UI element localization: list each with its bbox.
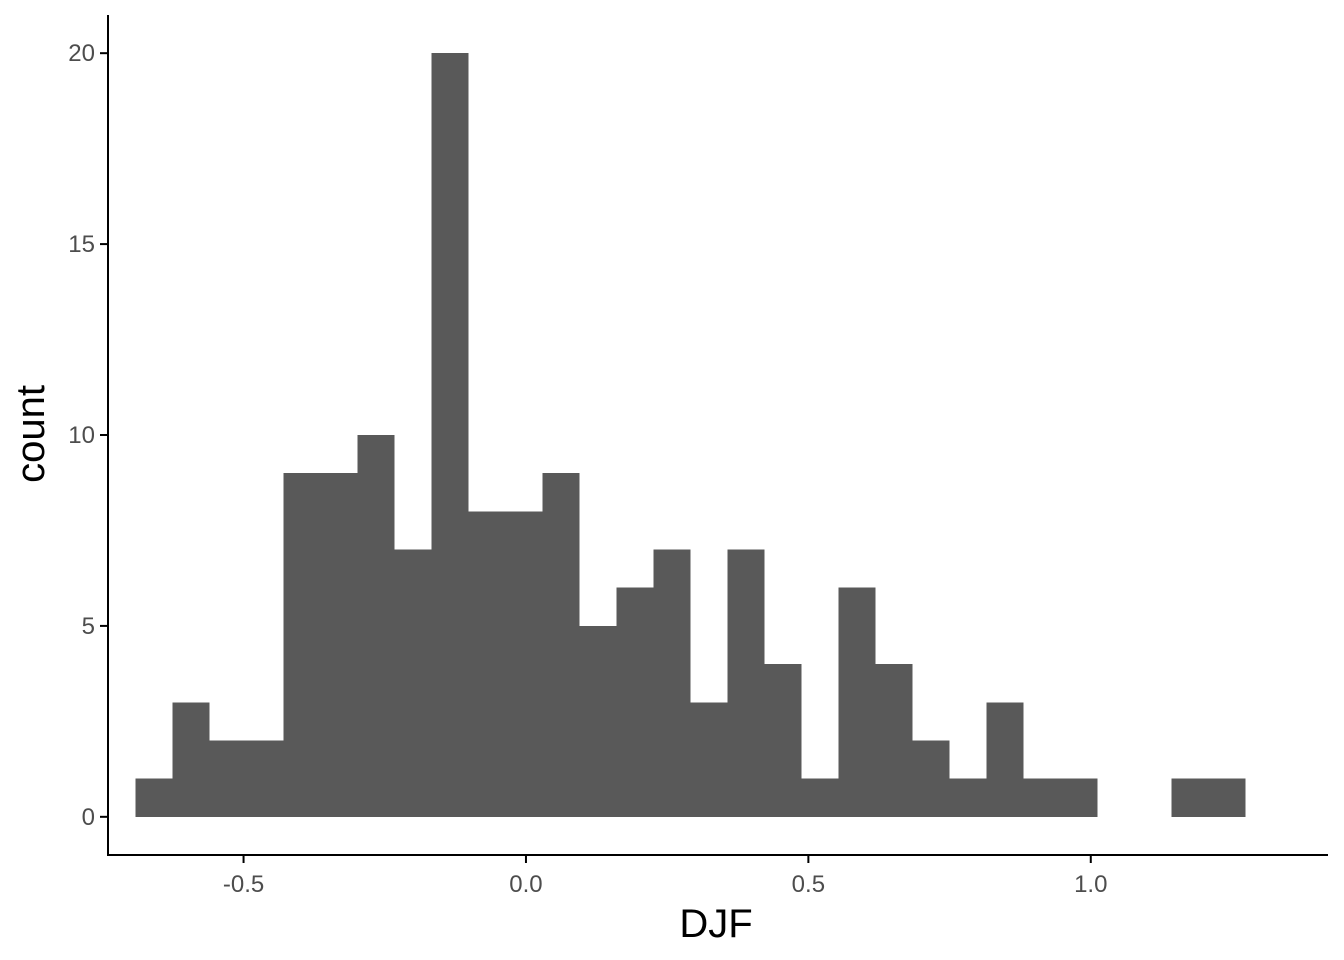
histogram-bars (135, 53, 1246, 817)
histogram-bar (468, 511, 506, 817)
histogram-bar (764, 664, 802, 817)
histogram-bar (1023, 778, 1061, 817)
histogram-bar (209, 740, 247, 817)
x-tick-label: 1.0 (1074, 871, 1107, 898)
histogram-bar (579, 625, 617, 817)
x-tick-label: -0.5 (223, 871, 264, 898)
histogram-bar (172, 702, 210, 817)
histogram-bar (801, 778, 839, 817)
x-axis: -0.5 0.0 0.5 1.0 (107, 854, 1328, 898)
y-tick-label: 20 (68, 40, 95, 67)
x-tick-label: 0.0 (509, 871, 542, 898)
histogram-bar (616, 587, 654, 817)
histogram-bar (246, 740, 284, 817)
histogram-bar (912, 740, 950, 817)
histogram-bar (1171, 778, 1209, 817)
histogram-bar (838, 587, 876, 817)
histogram-bar (320, 473, 358, 817)
histogram-bar (1208, 778, 1246, 817)
histogram-bar (431, 53, 469, 817)
y-tick-label: 5 (82, 613, 95, 640)
histogram-bar (135, 778, 173, 817)
y-tick-label: 0 (82, 804, 95, 831)
histogram-bar (986, 702, 1024, 817)
histogram-bar (653, 549, 691, 817)
histogram-bar (394, 549, 432, 817)
histogram-bar (949, 778, 987, 817)
histogram-bar (357, 435, 395, 817)
x-axis-title: DJF (679, 902, 752, 946)
y-tick-label: 15 (68, 231, 95, 258)
x-tick-label: 0.5 (792, 871, 825, 898)
histogram-bar (542, 473, 580, 817)
y-tick-label: 10 (68, 422, 95, 449)
histogram-bar (875, 664, 913, 817)
histogram-bar (505, 511, 543, 817)
histogram-bar (727, 549, 765, 817)
histogram-bar (690, 702, 728, 817)
histogram-bar (1060, 778, 1098, 817)
y-axis: 0 5 10 15 20 (68, 15, 109, 856)
histogram-bar (283, 473, 321, 817)
y-axis-title: count (9, 385, 53, 483)
